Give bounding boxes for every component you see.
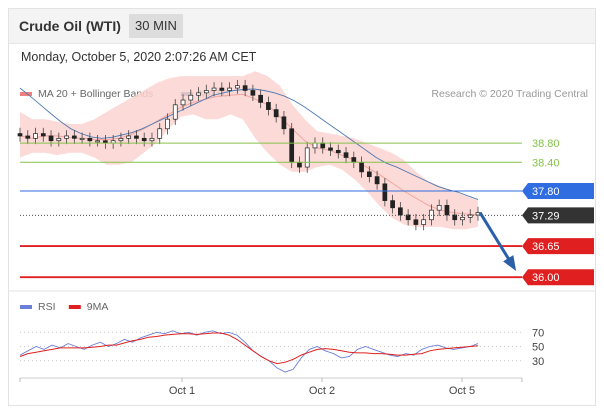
x-tick-label: Oct 5 <box>449 385 475 397</box>
candle-body <box>219 87 225 91</box>
candle-body <box>273 109 279 118</box>
candle-body <box>452 214 458 221</box>
candle-body <box>211 87 217 91</box>
level-label: 36.00 <box>532 272 560 284</box>
candle-body <box>17 133 23 137</box>
candle-body <box>203 90 209 94</box>
candle-body <box>359 161 364 173</box>
candle-body <box>343 152 349 158</box>
level-label: 37.80 <box>532 186 560 198</box>
price-panel: 38.80 38.40 37.80 37.29 36.65 36.00 <box>17 71 594 286</box>
candle-body <box>118 137 124 142</box>
legend-swatch <box>20 305 32 309</box>
candle-body <box>351 157 357 163</box>
level-tag <box>522 183 594 200</box>
ma20-line <box>19 93 479 216</box>
candle-body <box>312 142 318 149</box>
candle-body <box>235 85 240 89</box>
candle-body <box>242 85 248 91</box>
candle-body <box>460 217 465 221</box>
level-label: 37.29 <box>532 210 560 222</box>
legend-swatch <box>20 92 32 96</box>
rsi-panel: 70 50 30 <box>8 290 596 373</box>
candle-body <box>33 133 38 139</box>
candle-body <box>304 147 310 168</box>
candle-body <box>25 135 31 139</box>
legend-swatch <box>68 305 81 309</box>
x-tick-label: Oct 2 <box>309 385 335 397</box>
candle-body <box>374 176 380 185</box>
legend-label: 9MA <box>87 301 109 313</box>
candle-body <box>250 90 256 96</box>
candle-body <box>390 200 395 209</box>
candle-body <box>64 135 69 139</box>
timeframe-badge[interactable]: 30 MIN <box>129 14 183 38</box>
level-label: 38.40 <box>532 157 560 169</box>
credit-text: Research © 2020 Trading Central <box>431 88 588 100</box>
candle-body <box>405 214 411 221</box>
candle-body <box>366 171 372 177</box>
candle-body <box>95 140 100 143</box>
level-label: 38.80 <box>532 138 560 150</box>
candle-body <box>134 135 139 139</box>
candle-body <box>281 116 287 130</box>
candle-body <box>398 207 403 216</box>
candle-body <box>289 128 295 163</box>
rsi-tick-label: 50 <box>532 342 544 354</box>
candle-body <box>141 137 147 142</box>
candle-body <box>56 137 62 142</box>
candle-body <box>188 94 194 101</box>
candle-body <box>297 161 302 168</box>
chart-widget: Crude Oil (WTI) 30 MIN Monday, October 5… <box>8 8 596 406</box>
rsi-ma-line <box>19 332 479 365</box>
rsi-line <box>19 330 479 373</box>
arrow-head <box>503 255 517 272</box>
candle-body <box>149 137 155 142</box>
level-label: 36.65 <box>532 241 560 253</box>
candle-body <box>48 135 54 142</box>
candle-body <box>413 219 419 225</box>
candle-body <box>382 183 388 201</box>
candle-body <box>444 205 450 216</box>
legend-bottom: RSI 9MA <box>20 301 108 313</box>
candle-body <box>335 149 341 154</box>
instrument-title: Crude Oil (WTI) <box>19 18 121 34</box>
candle-body <box>328 147 333 151</box>
candle-body <box>227 87 232 91</box>
level-tag <box>522 207 594 224</box>
projection-arrow <box>478 211 517 272</box>
candle-body <box>266 102 271 110</box>
chart-header: Crude Oil (WTI) 30 MIN <box>9 9 595 44</box>
legend-label: RSI <box>38 301 56 313</box>
rsi-tick-label: 30 <box>532 356 544 368</box>
ma50-line <box>19 87 479 201</box>
candle-body <box>172 104 178 120</box>
candle-body <box>87 137 93 142</box>
x-tick-label: Oct 1 <box>169 385 195 397</box>
candle-body <box>71 135 77 139</box>
bollinger-band <box>20 71 478 230</box>
candle-body <box>421 219 427 225</box>
candle-body <box>126 135 132 139</box>
level-tag <box>522 269 594 286</box>
candle-body <box>157 128 163 139</box>
legend-label: MA 20 + Bollinger Bands <box>38 88 153 100</box>
candle-body <box>258 94 263 103</box>
candle-body <box>320 142 326 149</box>
candle-body <box>436 205 442 211</box>
candle-body <box>79 137 85 140</box>
rsi-tick-label: 70 <box>532 327 544 339</box>
level-tag <box>522 238 594 255</box>
timestamp: Monday, October 5, 2020 2:07:26 AM CET <box>21 50 257 64</box>
x-axis: Oct 1 Oct 2 Oct 5 <box>19 377 523 397</box>
candle-body <box>165 118 170 130</box>
candle-body <box>196 92 201 96</box>
candle-body <box>40 133 46 137</box>
candle-body <box>180 99 186 106</box>
